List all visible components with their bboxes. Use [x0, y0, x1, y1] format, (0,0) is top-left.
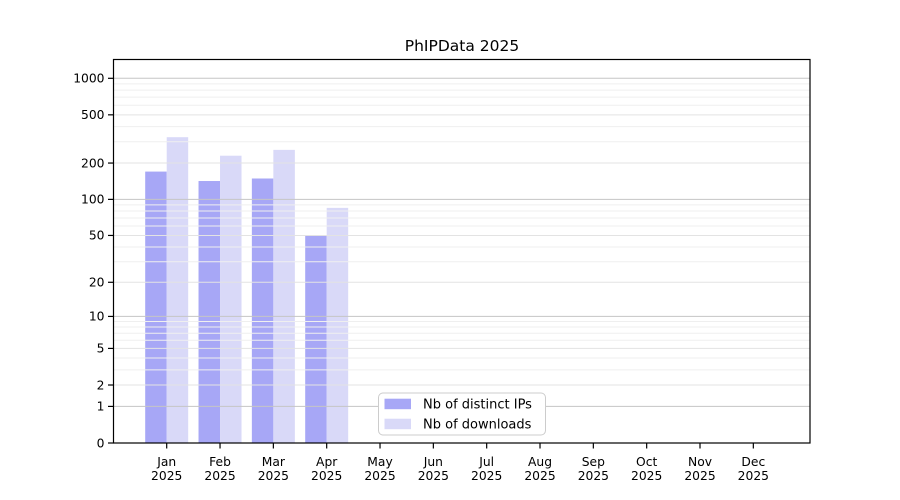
x-tick-label-month: Oct — [636, 455, 657, 469]
bar-distinct-ips-jan — [145, 171, 167, 444]
bar-distinct-ips-feb — [198, 181, 221, 444]
y-tick-label: 200 — [81, 156, 104, 170]
y-tick-label: 500 — [81, 108, 104, 122]
x-tick-label-month: Apr — [316, 455, 338, 469]
x-tick-label-month: Mar — [262, 455, 286, 469]
x-tick-label-year: 2025 — [524, 469, 555, 483]
legend-box — [378, 392, 546, 436]
axes: 01251020501002005001000Jan2025Feb2025Mar… — [73, 72, 769, 483]
x-tick-label-year: 2025 — [684, 469, 715, 483]
y-tick-label: 0 — [97, 436, 105, 450]
y-tick-label: 50 — [89, 229, 105, 243]
x-tick-label-year: 2025 — [471, 469, 502, 483]
x-tick-label-year: 2025 — [204, 469, 235, 483]
y-tick-label: 2 — [97, 378, 105, 392]
x-tick-label-month: Dec — [741, 455, 765, 469]
bar-downloads-feb — [220, 155, 242, 443]
bar-downloads-jan — [166, 137, 189, 443]
legend: Nb of distinct IPs Nb of downloads — [378, 392, 546, 436]
legend-swatch-distinct-ips — [384, 398, 411, 410]
y-tick-label: 1 — [97, 400, 105, 414]
bars-layer — [145, 137, 349, 444]
x-tick-label-year: 2025 — [631, 469, 662, 483]
bar-downloads-mar — [273, 149, 295, 443]
bar-distinct-ips-mar — [251, 178, 274, 443]
plot-border — [112, 58, 811, 444]
x-tick-label-month: Jun — [423, 455, 443, 469]
legend-label: Nb of downloads — [423, 418, 532, 433]
x-tick-label-month: Feb — [209, 455, 231, 469]
x-tick-label-month: Sep — [582, 455, 605, 469]
chart-title: PhIPData 2025 — [405, 37, 519, 55]
x-tick-label-year: 2025 — [258, 469, 289, 483]
x-tick-label-month: May — [367, 455, 392, 469]
legend-label: Nb of distinct IPs — [423, 398, 532, 413]
y-tick-label: 1000 — [73, 72, 104, 86]
x-tick-label-year: 2025 — [418, 469, 449, 483]
bar-downloads-apr — [326, 207, 349, 443]
x-tick-label-year: 2025 — [738, 469, 769, 483]
x-tick-label-year: 2025 — [364, 469, 395, 483]
y-tick-label: 20 — [89, 276, 105, 290]
grid-layer — [113, 77, 810, 407]
x-tick-label-year: 2025 — [151, 469, 182, 483]
x-tick-label-month: Aug — [528, 455, 552, 469]
x-tick-label-year: 2025 — [578, 469, 609, 483]
x-tick-label-month: Jan — [156, 455, 176, 469]
y-tick-label: 10 — [89, 310, 105, 324]
y-tick-label: 5 — [97, 342, 105, 356]
bar-distinct-ips-apr — [305, 235, 327, 443]
x-tick-label-month: Nov — [688, 455, 712, 469]
x-tick-label-year: 2025 — [311, 469, 342, 483]
legend-swatch-downloads — [384, 418, 411, 430]
y-tick-label: 100 — [81, 193, 104, 207]
x-tick-label-month: Jul — [478, 455, 494, 469]
